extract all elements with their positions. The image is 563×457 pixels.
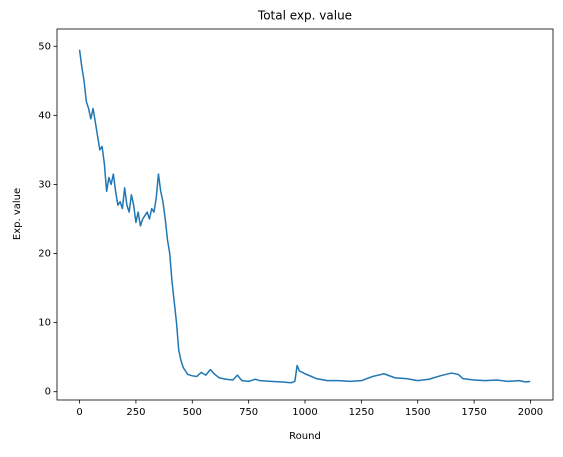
x-tick-label: 750 <box>239 407 258 418</box>
x-tick-label: 250 <box>126 407 145 418</box>
y-tick-label: 0 <box>45 387 51 398</box>
x-tick-label: 1750 <box>461 407 486 418</box>
y-tick-label: 30 <box>38 179 51 190</box>
y-tick-label: 40 <box>38 110 51 121</box>
x-axis-label: Round <box>289 431 321 442</box>
axes-frame <box>56 28 554 401</box>
x-tick-label: 500 <box>183 407 202 418</box>
line-series <box>78 49 531 384</box>
chart-title: Total exp. value <box>257 9 352 23</box>
x-tick-label: 1250 <box>349 407 374 418</box>
x-tick-label: 0 <box>76 407 82 418</box>
y-tick-label: 50 <box>38 41 51 52</box>
x-tick-label: 2000 <box>518 407 543 418</box>
y-axis-label: Exp. value <box>12 188 23 240</box>
y-tick-label: 10 <box>38 318 51 329</box>
x-tick-label: 1500 <box>405 407 430 418</box>
x-tick-label: 1000 <box>292 407 317 418</box>
y-tick-label: 20 <box>38 249 51 260</box>
